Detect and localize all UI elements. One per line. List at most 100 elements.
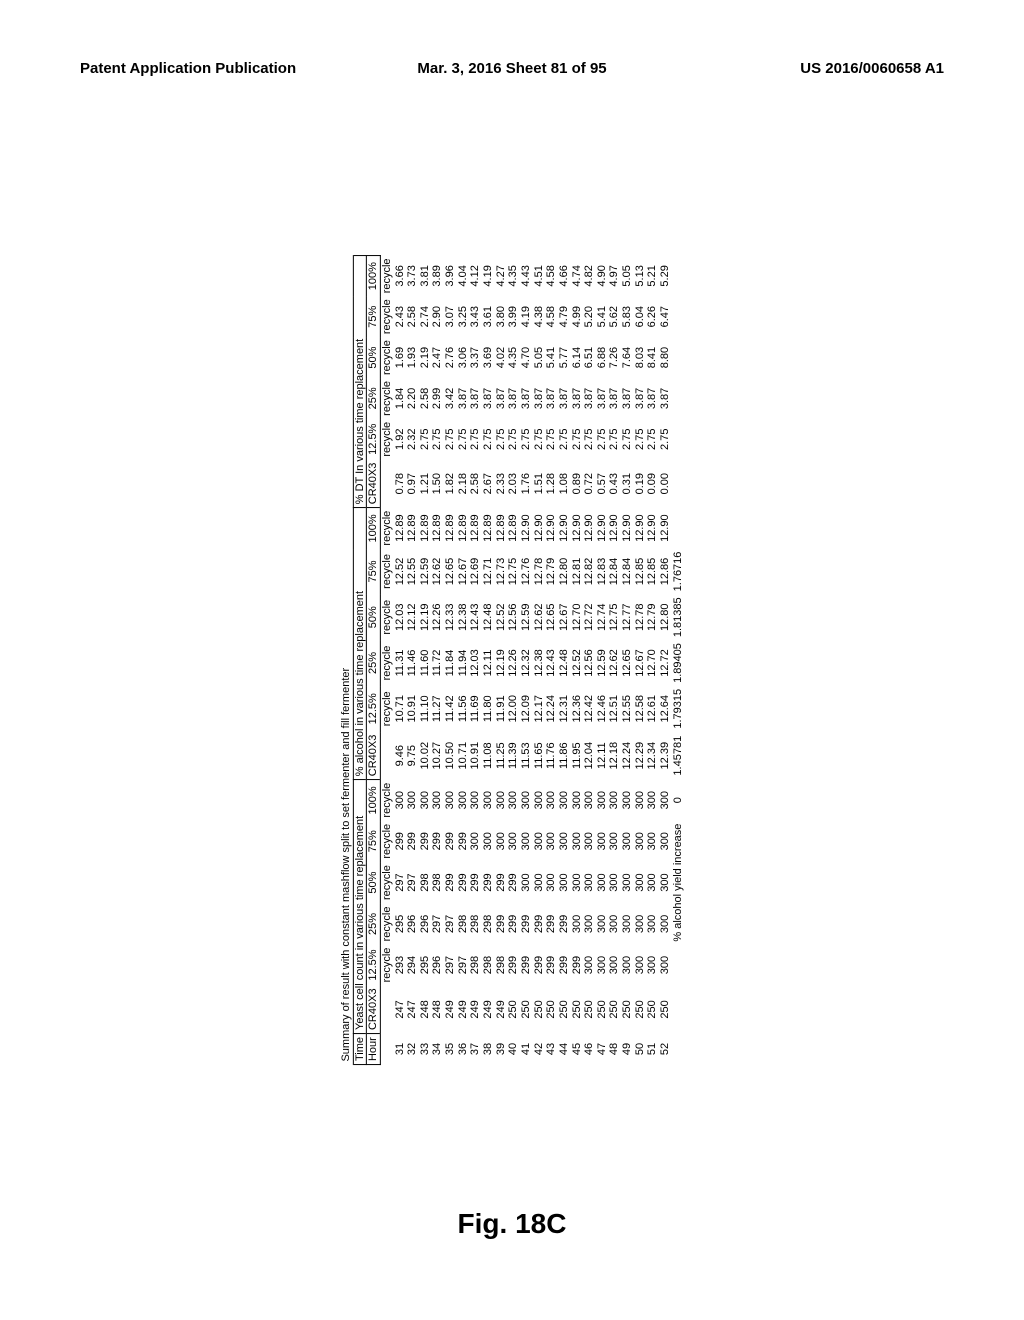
table-cell: 300 xyxy=(646,862,659,903)
table-cell: 249 xyxy=(444,985,457,1033)
table-cell: 12.62 xyxy=(431,549,444,595)
table-cell: 12.81 xyxy=(570,549,583,595)
table-cell: 294 xyxy=(406,945,419,986)
table-cell: 48 xyxy=(608,1034,621,1065)
table-cell: 10.91 xyxy=(469,732,482,780)
table-cell: 250 xyxy=(621,985,634,1033)
table-cell: 35 xyxy=(444,1034,457,1065)
table-cell: 300 xyxy=(646,945,659,986)
table-cell: 12.52 xyxy=(495,594,508,640)
table-cell: 4.19 xyxy=(482,255,495,296)
table-cell: 300 xyxy=(545,821,558,862)
table-cell: 10.71 xyxy=(393,686,406,732)
table-cell: 2.76 xyxy=(444,337,457,378)
table-cell: 2.75 xyxy=(520,419,533,460)
table-cell: 6.04 xyxy=(634,296,647,337)
table-cell: 299 xyxy=(444,862,457,903)
table-cell: 75% xyxy=(367,296,381,337)
table-cell: recycle xyxy=(380,594,393,640)
table-cell: 12.36 xyxy=(570,686,583,732)
table-cell: 12.31 xyxy=(558,686,571,732)
table-cell: 6.47 xyxy=(659,296,672,337)
table-cell: 12.38 xyxy=(532,640,545,686)
table-cell: 3.87 xyxy=(621,378,634,419)
table-cell: 0.97 xyxy=(406,460,419,508)
table-cell: 11.56 xyxy=(457,686,470,732)
table-cell: recycle xyxy=(380,686,393,732)
table-cell: 0.72 xyxy=(583,460,596,508)
table-cell: 300 xyxy=(596,862,609,903)
table-cell: 2.75 xyxy=(532,419,545,460)
table-cell: 11.95 xyxy=(570,732,583,780)
table-cell: 250 xyxy=(507,985,520,1033)
table-cell: 12.89 xyxy=(507,508,520,549)
table-cell: recycle xyxy=(380,255,393,296)
table-cell: 300 xyxy=(583,821,596,862)
table-cell: 12.89 xyxy=(457,508,470,549)
table-cell: 12.85 xyxy=(646,549,659,595)
table-cell xyxy=(672,985,685,1033)
table-cell: 300 xyxy=(570,780,583,821)
table-cell: 2.03 xyxy=(507,460,520,508)
table-cell: 2.18 xyxy=(457,460,470,508)
table-cell: 3.87 xyxy=(583,378,596,419)
table-cell: 3.87 xyxy=(608,378,621,419)
table-cell: 0.19 xyxy=(634,460,647,508)
table-cell: 300 xyxy=(558,862,571,903)
table-cell xyxy=(672,1034,685,1065)
table-cell: 12.90 xyxy=(608,508,621,549)
table-cell: 8.41 xyxy=(646,337,659,378)
table-cell: 3.69 xyxy=(482,337,495,378)
table-cell: 1.76 xyxy=(520,460,533,508)
table-cell: 299 xyxy=(457,821,470,862)
table-cell: 5.20 xyxy=(583,296,596,337)
table-cell: 100% xyxy=(367,255,381,296)
table-cell: 12.5% xyxy=(367,686,381,732)
table-cell: 12.43 xyxy=(545,640,558,686)
table-cell: 2.58 xyxy=(419,378,432,419)
table-cell: 11.60 xyxy=(419,640,432,686)
table-cell: 38 xyxy=(482,1034,495,1065)
table-cell: 298 xyxy=(482,903,495,944)
table-cell: 300 xyxy=(596,821,609,862)
table-cell: 12.70 xyxy=(570,594,583,640)
table-cell: 12.75 xyxy=(507,549,520,595)
table-cell: 296 xyxy=(431,945,444,986)
table-cell: 4.74 xyxy=(570,255,583,296)
table-cell: 298 xyxy=(469,903,482,944)
table-cell: 2.90 xyxy=(431,296,444,337)
table-cell: 4.02 xyxy=(495,337,508,378)
table-cell: 4.70 xyxy=(520,337,533,378)
table-cell: 2.32 xyxy=(406,419,419,460)
table-cell: 297 xyxy=(406,862,419,903)
table-cell: recycle xyxy=(380,862,393,903)
table-cell: 5.05 xyxy=(621,255,634,296)
table-cell: 249 xyxy=(457,985,470,1033)
table-cell: 299 xyxy=(570,945,583,986)
table-cell: 0.78 xyxy=(393,460,406,508)
table-cell: 12.90 xyxy=(532,508,545,549)
table-cell: 3.80 xyxy=(495,296,508,337)
table-cell: 300 xyxy=(482,821,495,862)
table-cell: 12.38 xyxy=(457,594,470,640)
table-cell: 12.89 xyxy=(406,508,419,549)
table-cell: 300 xyxy=(621,862,634,903)
table-cell xyxy=(380,460,393,508)
table-cell: 300 xyxy=(482,780,495,821)
table-cell: 12.73 xyxy=(495,549,508,595)
table-cell: 11.39 xyxy=(507,732,520,780)
table-cell: 0.89 xyxy=(570,460,583,508)
table-cell: 1.69 xyxy=(393,337,406,378)
table-cell: 3.87 xyxy=(520,378,533,419)
table-cell: 298 xyxy=(419,862,432,903)
table-cell: 250 xyxy=(532,985,545,1033)
table-cell xyxy=(672,945,685,986)
table-cell: Summary of result with constant mashflow… xyxy=(340,255,353,1064)
table-cell: 4.04 xyxy=(457,255,470,296)
table-cell: 300 xyxy=(431,780,444,821)
table-cell: 12.90 xyxy=(646,508,659,549)
table-cell: 12.65 xyxy=(444,549,457,595)
table-cell: 1.82 xyxy=(444,460,457,508)
table-cell: 300 xyxy=(621,780,634,821)
table-cell: 11.25 xyxy=(495,732,508,780)
